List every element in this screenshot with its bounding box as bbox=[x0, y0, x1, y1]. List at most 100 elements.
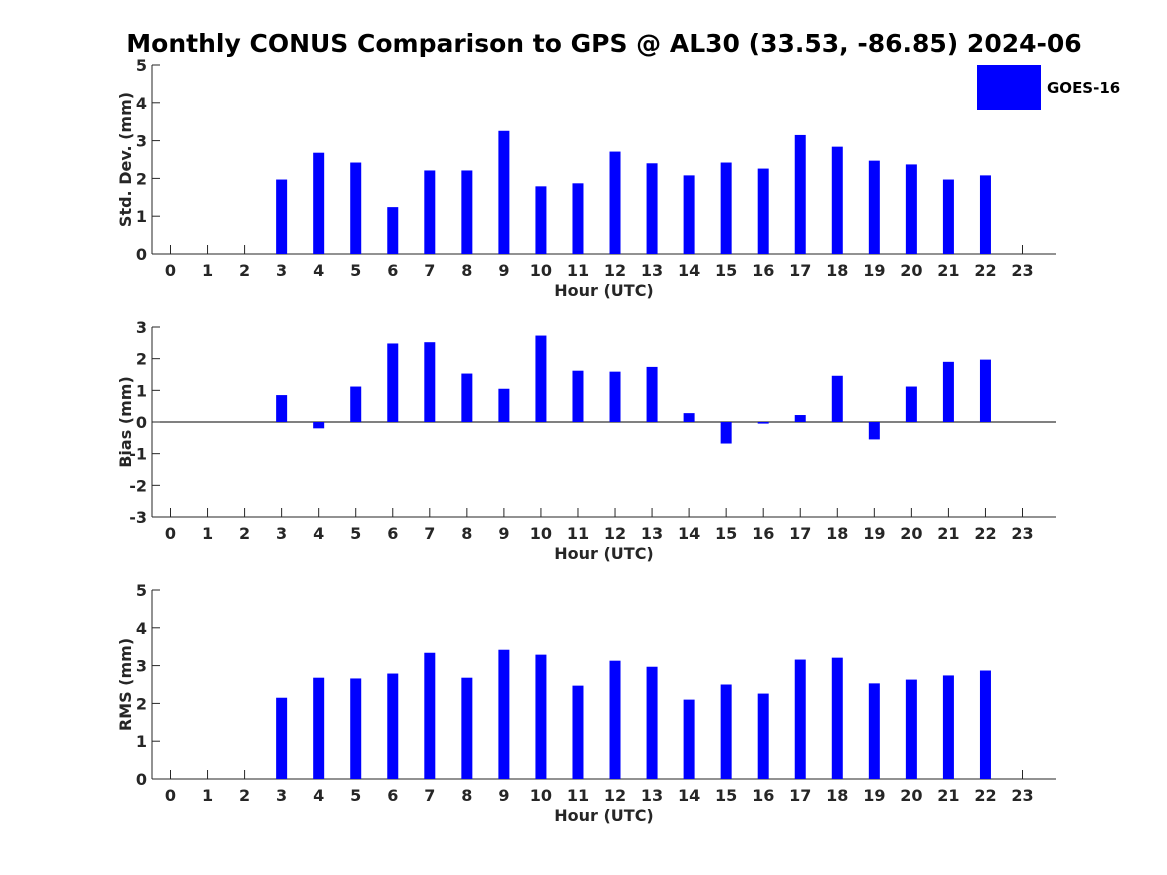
bar-hour-16 bbox=[757, 168, 769, 254]
bar-hour-12 bbox=[609, 660, 621, 779]
chart-title: Monthly CONUS Comparison to GPS @ AL30 (… bbox=[126, 29, 1081, 58]
x-tick-label: 2 bbox=[239, 261, 250, 280]
x-tick-label: 8 bbox=[461, 524, 472, 543]
bar-hour-11 bbox=[572, 685, 584, 779]
y-tick-label: 5 bbox=[136, 56, 147, 75]
x-tick-label: 23 bbox=[1011, 786, 1033, 805]
x-tick-label: 23 bbox=[1011, 524, 1033, 543]
bar-hour-21 bbox=[942, 361, 954, 422]
bar-hour-18 bbox=[831, 657, 843, 779]
x-axis-label: Hour (UTC) bbox=[554, 281, 654, 300]
bar-hour-3 bbox=[276, 179, 288, 254]
y-tick-label: 1 bbox=[136, 732, 147, 751]
x-tick-label: 4 bbox=[313, 524, 324, 543]
y-axis-label: Bias (mm) bbox=[116, 376, 135, 468]
bar-hour-14 bbox=[683, 175, 695, 254]
x-tick-label: 3 bbox=[276, 786, 287, 805]
x-tick-label: 16 bbox=[752, 524, 774, 543]
x-tick-label: 13 bbox=[641, 261, 663, 280]
x-tick-label: 15 bbox=[715, 524, 737, 543]
x-tick-label: 7 bbox=[424, 261, 435, 280]
y-tick-label: 3 bbox=[136, 132, 147, 151]
x-tick-label: 16 bbox=[752, 261, 774, 280]
y-axis-label: Std. Dev. (mm) bbox=[116, 92, 135, 227]
bar-hour-17 bbox=[794, 659, 806, 779]
bar-hour-3 bbox=[276, 697, 288, 779]
x-tick-label: 18 bbox=[826, 786, 848, 805]
bar-hour-4 bbox=[313, 152, 325, 254]
bar-hour-8 bbox=[461, 170, 473, 254]
x-tick-label: 4 bbox=[313, 786, 324, 805]
bar-hour-4 bbox=[313, 422, 325, 429]
x-tick-label: 22 bbox=[974, 786, 996, 805]
bar-hour-3 bbox=[276, 395, 288, 422]
bar-hour-21 bbox=[942, 675, 954, 779]
x-tick-label: 19 bbox=[863, 786, 885, 805]
legend-swatch bbox=[977, 65, 1041, 110]
bar-hour-15 bbox=[720, 422, 732, 444]
bar-hour-17 bbox=[794, 415, 806, 422]
bar-hour-15 bbox=[720, 162, 732, 254]
bar-hour-19 bbox=[868, 683, 880, 779]
y-tick-label: 3 bbox=[136, 318, 147, 337]
bar-hour-18 bbox=[831, 375, 843, 422]
x-tick-label: 19 bbox=[863, 524, 885, 543]
bar-hour-20 bbox=[905, 164, 917, 254]
bar-hour-19 bbox=[868, 422, 880, 440]
bar-hour-6 bbox=[387, 343, 399, 422]
x-axis-label: Hour (UTC) bbox=[554, 544, 654, 563]
x-tick-label: 6 bbox=[387, 524, 398, 543]
x-tick-label: 15 bbox=[715, 261, 737, 280]
x-tick-label: 11 bbox=[567, 786, 589, 805]
bar-hour-5 bbox=[350, 386, 362, 422]
y-tick-label: 1 bbox=[136, 381, 147, 400]
bar-hour-10 bbox=[535, 654, 547, 779]
x-tick-label: 6 bbox=[387, 786, 398, 805]
bar-hour-13 bbox=[646, 666, 658, 779]
bar-hour-10 bbox=[535, 335, 547, 422]
bar-hour-13 bbox=[646, 366, 658, 422]
bar-hour-17 bbox=[794, 134, 806, 254]
bar-hour-16 bbox=[757, 693, 769, 779]
x-tick-label: 21 bbox=[937, 261, 959, 280]
y-tick-label: -3 bbox=[129, 508, 147, 527]
x-tick-label: 3 bbox=[276, 261, 287, 280]
y-tick-label: 0 bbox=[136, 413, 147, 432]
x-tick-label: 18 bbox=[826, 524, 848, 543]
x-tick-label: 10 bbox=[530, 786, 552, 805]
x-tick-label: 20 bbox=[900, 524, 922, 543]
x-tick-label: 5 bbox=[350, 786, 361, 805]
x-tick-label: 17 bbox=[789, 786, 811, 805]
y-tick-label: 1 bbox=[136, 207, 147, 226]
x-tick-label: 5 bbox=[350, 524, 361, 543]
x-tick-label: 3 bbox=[276, 524, 287, 543]
x-tick-label: 14 bbox=[678, 786, 700, 805]
x-tick-label: 4 bbox=[313, 261, 324, 280]
bar-hour-22 bbox=[979, 359, 991, 422]
bar-hour-16 bbox=[757, 422, 769, 424]
x-tick-label: 12 bbox=[604, 261, 626, 280]
y-tick-label: -2 bbox=[129, 476, 147, 495]
bar-hour-12 bbox=[609, 371, 621, 422]
bar-hour-9 bbox=[498, 649, 510, 779]
bar-hour-14 bbox=[683, 413, 695, 422]
x-tick-label: 14 bbox=[678, 524, 700, 543]
y-tick-label: -1 bbox=[129, 445, 147, 464]
x-tick-label: 9 bbox=[498, 786, 509, 805]
x-tick-label: 10 bbox=[530, 524, 552, 543]
x-tick-label: 1 bbox=[202, 786, 213, 805]
x-tick-label: 0 bbox=[165, 261, 176, 280]
x-tick-label: 18 bbox=[826, 261, 848, 280]
x-tick-label: 15 bbox=[715, 786, 737, 805]
x-tick-label: 20 bbox=[900, 786, 922, 805]
y-tick-label: 0 bbox=[136, 245, 147, 264]
x-tick-label: 13 bbox=[641, 786, 663, 805]
x-tick-label: 10 bbox=[530, 261, 552, 280]
x-tick-label: 12 bbox=[604, 786, 626, 805]
bar-hour-11 bbox=[572, 183, 584, 254]
